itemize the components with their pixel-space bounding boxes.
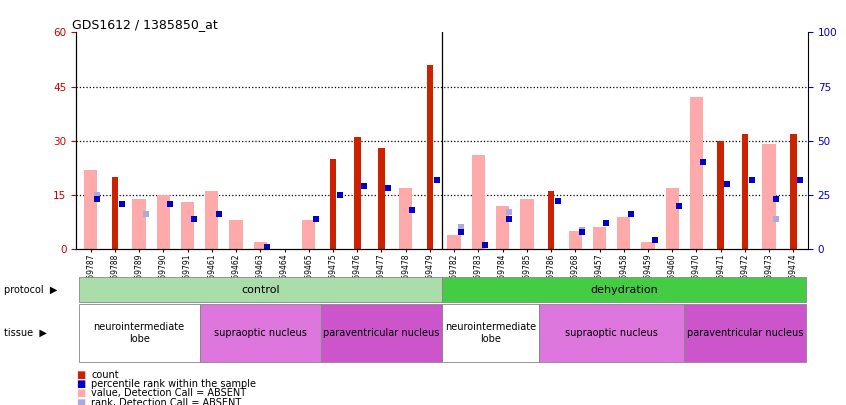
- Bar: [448, 234, 461, 249]
- Text: ■: ■: [76, 388, 85, 398]
- Bar: [641, 242, 655, 249]
- Bar: [321, 304, 442, 362]
- Bar: [689, 97, 703, 249]
- Bar: [442, 304, 539, 362]
- Text: ■: ■: [76, 379, 85, 389]
- Bar: [762, 144, 776, 249]
- Bar: [133, 198, 146, 249]
- Bar: [181, 202, 195, 249]
- Bar: [112, 177, 118, 249]
- Text: neurointermediate
lobe: neurointermediate lobe: [445, 322, 536, 344]
- Bar: [79, 304, 200, 362]
- Text: paraventricular nucleus: paraventricular nucleus: [323, 328, 440, 338]
- Text: paraventricular nucleus: paraventricular nucleus: [687, 328, 803, 338]
- Bar: [302, 220, 316, 249]
- Text: neurointermediate
lobe: neurointermediate lobe: [94, 322, 184, 344]
- Bar: [399, 188, 412, 249]
- Text: protocol  ▶: protocol ▶: [4, 285, 58, 294]
- Text: value, Detection Call = ABSENT: value, Detection Call = ABSENT: [91, 388, 246, 398]
- Bar: [539, 304, 684, 362]
- Text: tissue  ▶: tissue ▶: [4, 328, 47, 338]
- Bar: [229, 220, 243, 249]
- Text: dehydration: dehydration: [590, 285, 657, 294]
- Bar: [684, 304, 805, 362]
- Bar: [200, 304, 321, 362]
- Text: ■: ■: [76, 398, 85, 405]
- Bar: [547, 191, 554, 249]
- Text: GDS1612 / 1385850_at: GDS1612 / 1385850_at: [73, 18, 218, 31]
- Bar: [617, 217, 630, 249]
- Bar: [254, 242, 267, 249]
- Bar: [472, 155, 485, 249]
- Bar: [206, 191, 218, 249]
- Text: percentile rank within the sample: percentile rank within the sample: [91, 379, 256, 389]
- Bar: [666, 188, 678, 249]
- Bar: [790, 134, 797, 249]
- Bar: [742, 134, 749, 249]
- Text: rank, Detection Call = ABSENT: rank, Detection Call = ABSENT: [91, 398, 242, 405]
- Bar: [157, 195, 170, 249]
- Bar: [717, 141, 724, 249]
- Bar: [593, 228, 607, 249]
- Bar: [330, 159, 337, 249]
- Bar: [496, 206, 509, 249]
- Text: count: count: [91, 370, 119, 379]
- Text: supraoptic nucleus: supraoptic nucleus: [565, 328, 658, 338]
- Text: control: control: [241, 285, 280, 294]
- Bar: [569, 231, 582, 249]
- Bar: [442, 277, 805, 302]
- Text: ■: ■: [76, 370, 85, 379]
- Bar: [79, 277, 442, 302]
- Bar: [84, 170, 97, 249]
- Bar: [354, 137, 360, 249]
- Bar: [520, 198, 534, 249]
- Text: supraoptic nucleus: supraoptic nucleus: [214, 328, 307, 338]
- Bar: [426, 65, 433, 249]
- Bar: [378, 148, 385, 249]
